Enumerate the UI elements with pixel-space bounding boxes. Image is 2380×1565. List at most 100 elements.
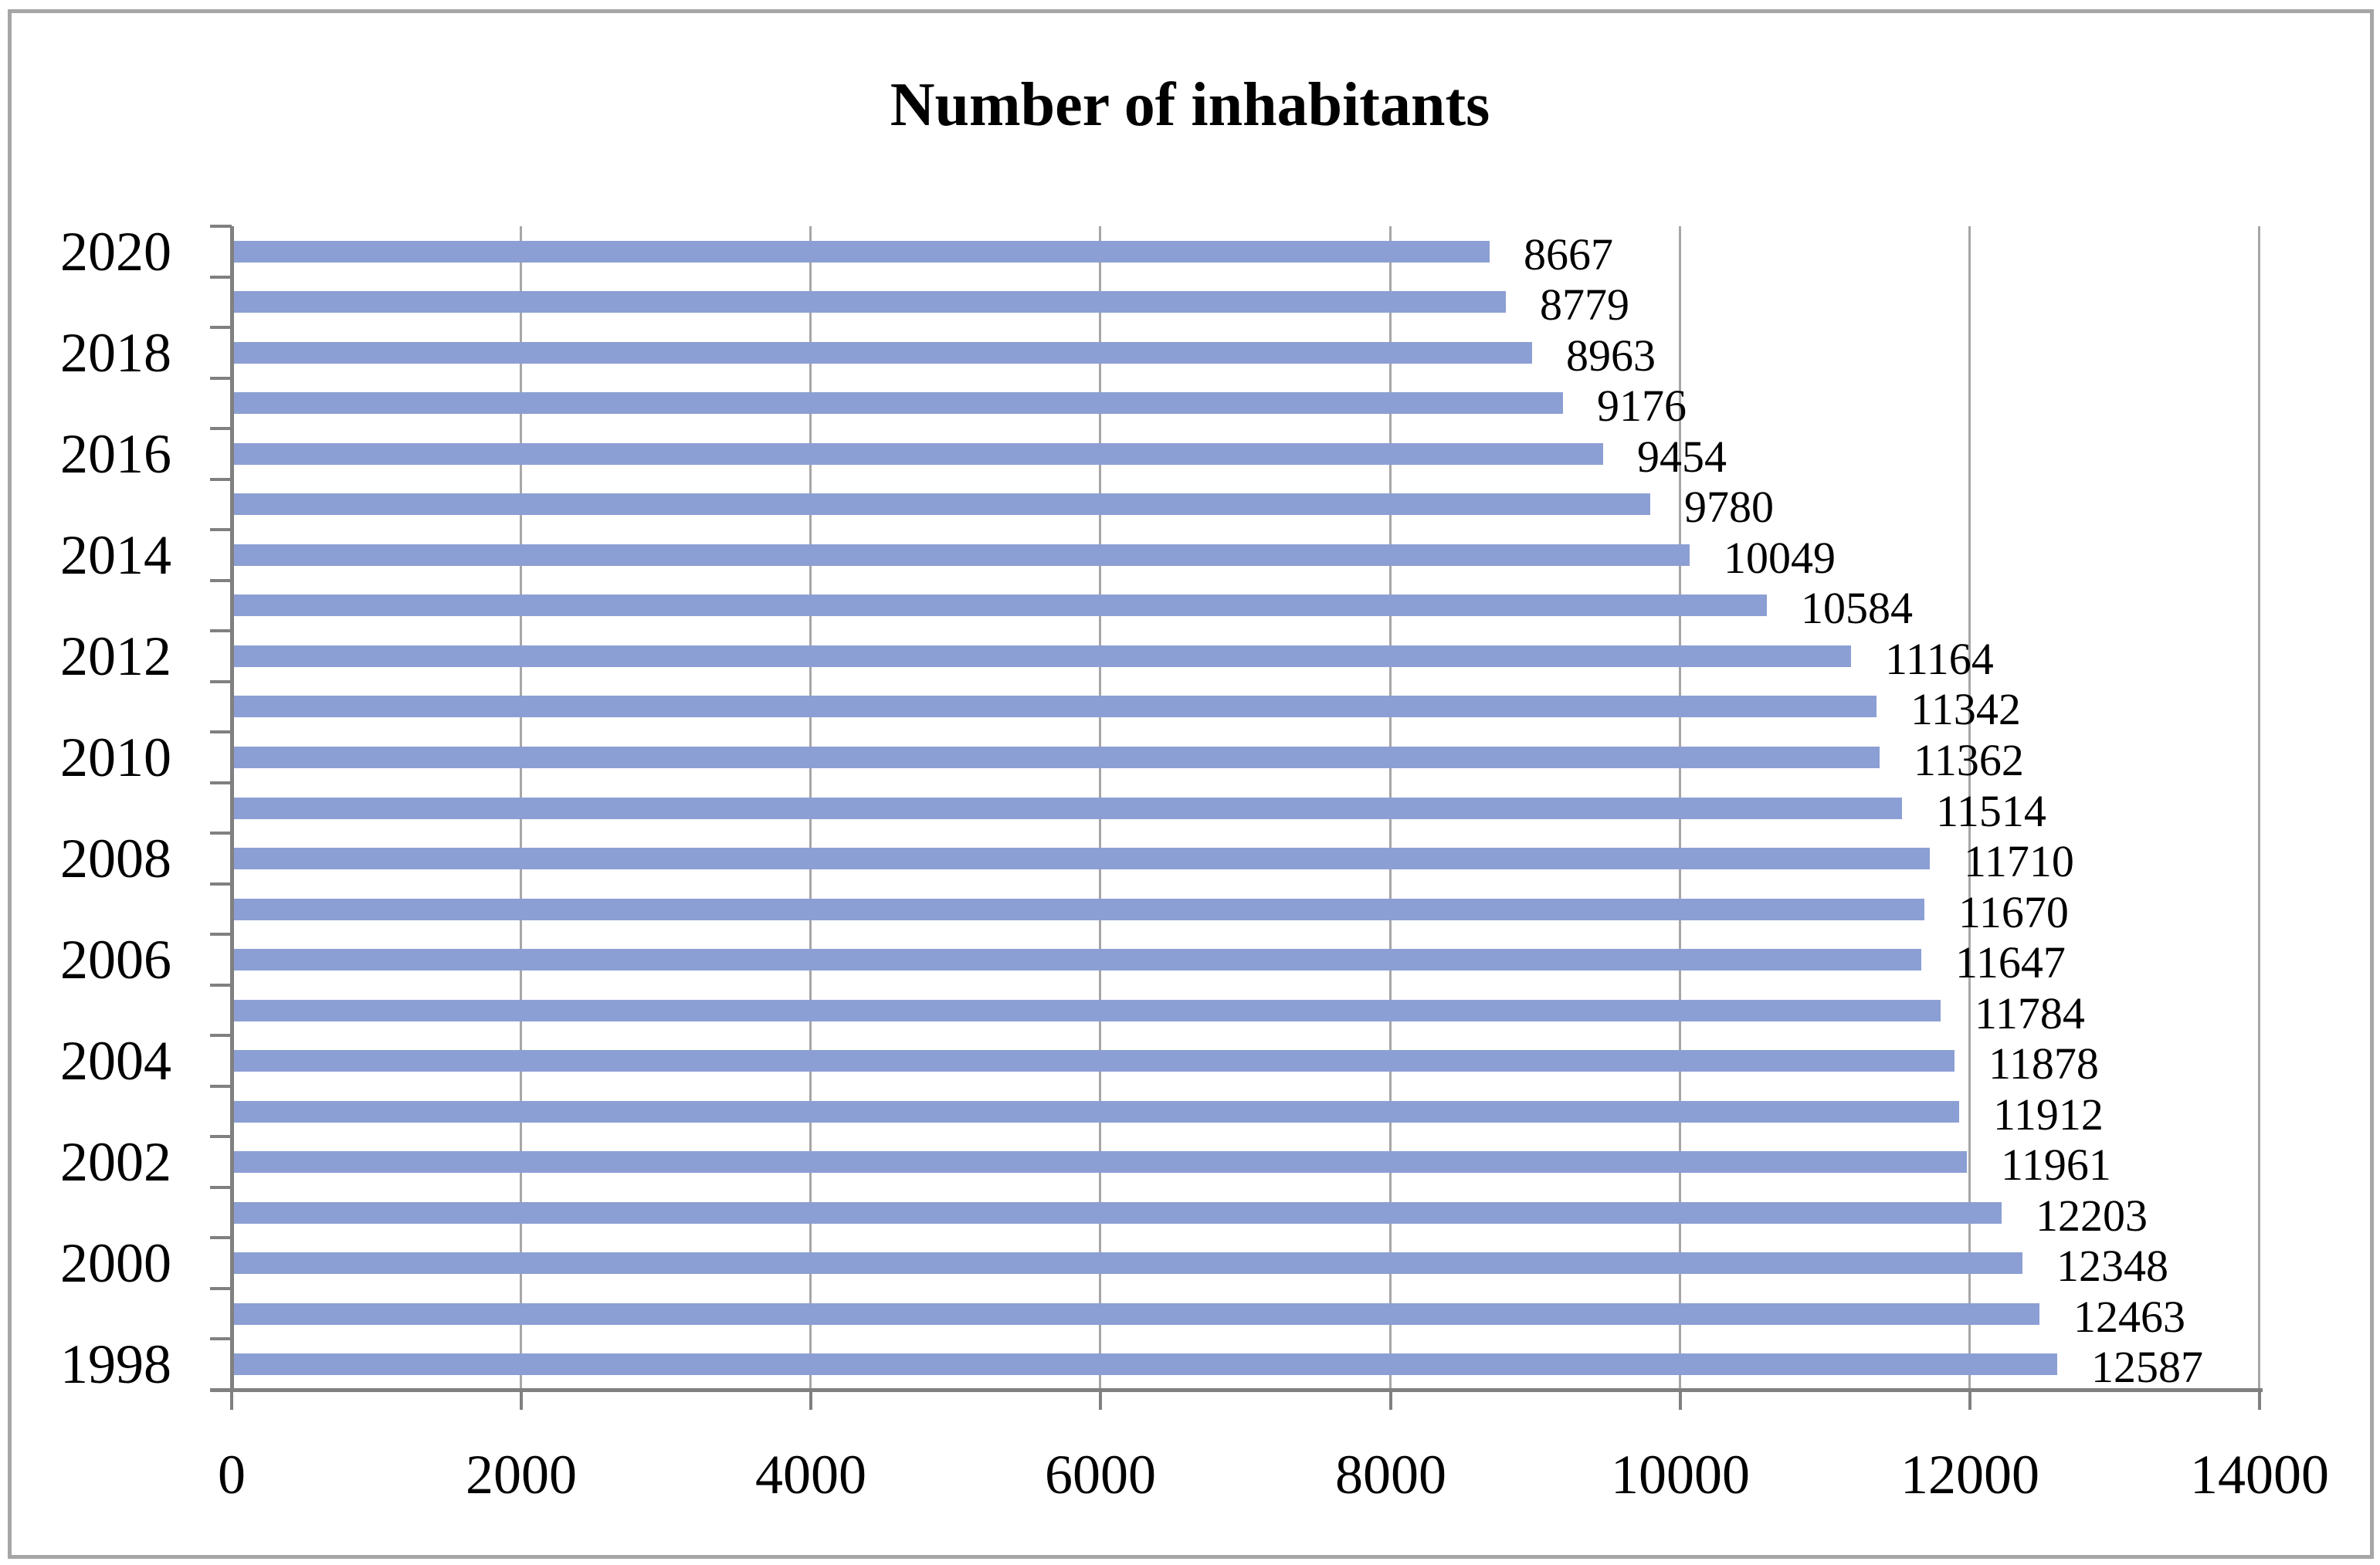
- bar: [234, 443, 1603, 465]
- bar-value-label: 9780: [1684, 482, 1774, 532]
- bar-value-label: 12348: [2056, 1241, 2168, 1291]
- x-tick: [1679, 1390, 1682, 1410]
- y-axis-label: 1998: [60, 1333, 171, 1395]
- y-tick: [210, 326, 232, 329]
- y-tick: [210, 832, 232, 835]
- y-axis-label: 2014: [60, 524, 171, 586]
- bar-value-label: 11912: [1993, 1089, 2104, 1140]
- bar: [234, 747, 1880, 768]
- y-axis-label: 2018: [60, 322, 171, 384]
- x-tick: [230, 1390, 233, 1410]
- bar: [234, 1252, 2022, 1274]
- bar: [234, 645, 1851, 667]
- bar: [234, 291, 1506, 313]
- y-axis-label: 2000: [60, 1232, 171, 1294]
- y-tick: [210, 276, 232, 279]
- gridline: [2258, 226, 2260, 1390]
- y-tick: [210, 1186, 232, 1189]
- y-axis-label: 2016: [60, 423, 171, 485]
- bar-value-label: 11784: [1975, 988, 2085, 1038]
- bar-value-label: 11647: [1955, 937, 2066, 987]
- x-axis-label: 10000: [1611, 1444, 1750, 1506]
- bar-value-label: 11362: [1914, 735, 2024, 785]
- x-axis-label: 0: [218, 1444, 246, 1506]
- y-tick: [210, 1135, 232, 1138]
- bar: [234, 594, 1767, 616]
- bar-value-label: 12587: [2091, 1342, 2203, 1392]
- x-tick: [1968, 1390, 1971, 1410]
- bar: [234, 899, 1924, 920]
- x-axis-label: 12000: [1900, 1444, 2039, 1506]
- bar-value-label: 12203: [2036, 1191, 2148, 1241]
- gridline: [1968, 226, 1971, 1390]
- bar: [234, 1353, 2057, 1375]
- x-axis-label: 4000: [755, 1444, 866, 1506]
- x-axis-label: 2000: [466, 1444, 577, 1506]
- y-axis-line: [230, 226, 234, 1390]
- y-axis-label: 2010: [60, 727, 171, 788]
- chart-title: Number of inhabitants: [890, 71, 1490, 139]
- bar-value-label: 11342: [1910, 684, 2021, 734]
- bar: [234, 241, 1490, 263]
- bar-value-label: 10049: [1724, 533, 1836, 583]
- bar-value-label: 12463: [2073, 1292, 2185, 1342]
- bar: [234, 493, 1650, 515]
- y-axis-label: 2004: [60, 1030, 171, 1092]
- y-tick: [210, 933, 232, 936]
- bar-value-label: 11164: [1885, 634, 1994, 684]
- y-axis-label: 2002: [60, 1131, 171, 1193]
- y-tick: [210, 1034, 232, 1037]
- bar-value-label: 11961: [2001, 1140, 2111, 1190]
- y-tick: [210, 1287, 232, 1290]
- y-axis-label: 2020: [60, 221, 171, 283]
- bar: [234, 1202, 2002, 1224]
- y-tick: [210, 629, 232, 632]
- y-axis-label: 2008: [60, 828, 171, 889]
- chart-frame: [8, 9, 2374, 1559]
- bar: [234, 544, 1690, 566]
- bar: [234, 696, 1877, 717]
- y-tick: [210, 1337, 232, 1340]
- bar: [234, 798, 1902, 819]
- bar-value-label: 11710: [1964, 836, 2074, 886]
- y-tick: [210, 528, 232, 531]
- bar-value-label: 9454: [1637, 432, 1727, 482]
- x-axis-label: 6000: [1045, 1444, 1156, 1506]
- y-tick: [210, 1236, 232, 1239]
- bar: [234, 1000, 1941, 1021]
- y-tick: [210, 579, 232, 582]
- bar: [234, 392, 1563, 414]
- y-tick: [210, 781, 232, 784]
- x-tick: [2258, 1390, 2261, 1410]
- y-axis-label: 2006: [60, 929, 171, 991]
- y-tick: [210, 1085, 232, 1088]
- y-tick: [210, 377, 232, 380]
- y-tick: [210, 882, 232, 886]
- bar-value-label: 11670: [1958, 887, 2069, 937]
- x-axis-line: [210, 1388, 2263, 1392]
- bar-value-label: 8963: [1566, 330, 1656, 381]
- x-tick: [520, 1390, 523, 1410]
- y-tick: [210, 225, 232, 228]
- y-tick: [210, 680, 232, 683]
- x-tick: [809, 1390, 812, 1410]
- x-tick: [1389, 1390, 1392, 1410]
- bar: [234, 342, 1532, 364]
- y-tick: [210, 984, 232, 987]
- x-axis-label: 8000: [1335, 1444, 1446, 1506]
- bar-value-label: 9176: [1597, 381, 1687, 431]
- y-axis-label: 2012: [60, 625, 171, 687]
- bar: [234, 848, 1930, 869]
- x-tick: [1099, 1390, 1102, 1410]
- x-axis-label: 14000: [2190, 1444, 2329, 1506]
- bar-value-label: 10584: [1801, 583, 1913, 633]
- y-tick: [210, 427, 232, 430]
- bar: [234, 1303, 2039, 1325]
- y-tick: [210, 730, 232, 733]
- y-tick: [210, 478, 232, 481]
- bar-value-label: 8779: [1540, 279, 1629, 330]
- bar: [234, 1151, 1967, 1173]
- bar: [234, 949, 1921, 971]
- bar-value-label: 11514: [1936, 786, 2046, 836]
